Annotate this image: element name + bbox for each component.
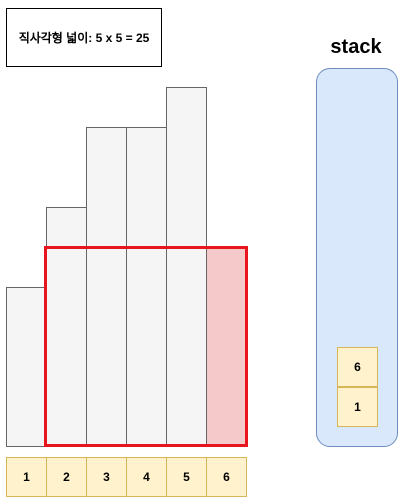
index-cell-4: 4 [126,457,167,497]
index-cell-6: 6 [206,457,247,497]
histogram-bar-3 [86,127,127,447]
area-label: 직사각형 넓이: 5 x 5 = 25 [18,31,150,45]
index-cell-1: 1 [6,457,47,497]
current-bar-highlight [207,248,246,446]
area-label-box: 직사각형 넓이: 5 x 5 = 25 [6,8,162,67]
max-rectangle-outline [44,246,248,447]
stack-item-bottom: 1 [337,387,378,427]
stack-item-top: 6 [337,347,378,387]
index-cell-2: 2 [46,457,87,497]
stack-title: stack [330,36,382,58]
index-cell-5: 5 [166,457,207,497]
index-cell-3: 3 [86,457,127,497]
histogram-bar-1 [6,287,47,447]
